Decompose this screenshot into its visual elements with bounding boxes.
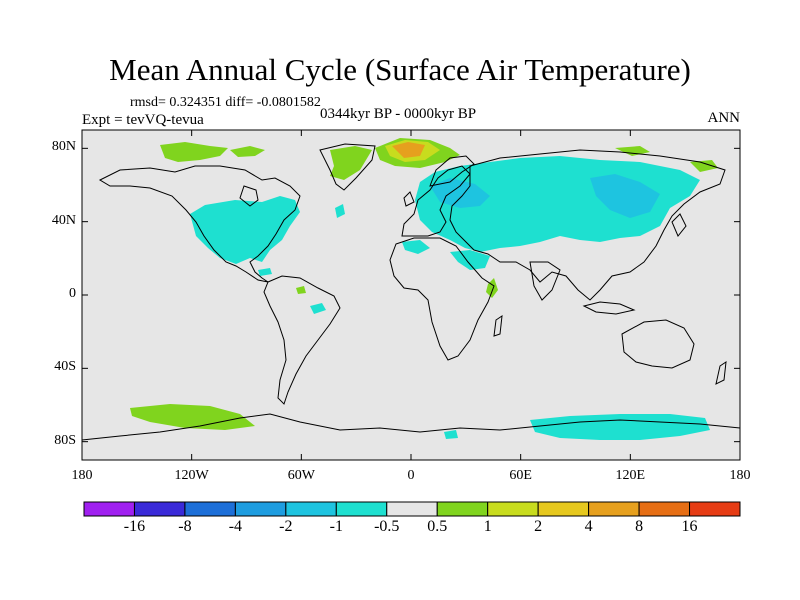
lat-tick-label: 80N <box>51 139 76 155</box>
colorbar-swatch <box>234 501 287 517</box>
colorbar-swatch <box>285 501 337 517</box>
colorbar-tick-label: 1 <box>483 518 492 535</box>
lon-tick-label: 180 <box>729 468 751 483</box>
patch-antarctica-small <box>444 430 458 439</box>
tick-marks <box>81 130 741 460</box>
patch-greenland-green <box>330 146 372 180</box>
coast-japan <box>671 213 687 237</box>
colorbar-swatch <box>689 501 741 517</box>
patch-amazon-cyan <box>310 303 326 314</box>
season-label: ANN <box>707 110 741 126</box>
colorbar-swatch <box>335 501 388 517</box>
patch-caribbean <box>258 268 272 276</box>
coast-greenland <box>319 143 376 191</box>
stats-text: rmsd= 0.324351 diff= -0.0801582 <box>130 95 321 110</box>
experiment-label: Expt = tevVQ-tevua <box>82 112 204 128</box>
coast-north-america <box>98 165 301 283</box>
colorbar-tick-label: 16 <box>681 518 698 535</box>
colorbar-tick-label: 0.5 <box>427 518 448 535</box>
coast-europe <box>401 165 471 237</box>
patch-antarctica-west-green <box>130 404 255 430</box>
colorbar-tick-label: -2 <box>279 518 293 535</box>
coast-india <box>529 261 561 301</box>
colorbar-tick-label: 2 <box>534 518 543 535</box>
lon-tick-label: 120W <box>174 468 209 483</box>
lat-tick-label: 40N <box>51 212 76 228</box>
colorbar-tick-label: -1 <box>329 518 343 535</box>
colorbar-swatch <box>386 501 438 517</box>
coast-madagascar <box>493 314 503 337</box>
patch-greenland-coast <box>335 204 345 218</box>
coast-new-zealand <box>715 360 727 385</box>
lon-tick-label: 60E <box>509 468 532 483</box>
colorbar-swatch <box>588 501 640 517</box>
patch-siberia-green-2 <box>690 160 718 172</box>
colorbar-tick-label: 4 <box>584 518 593 535</box>
patch-central-asia-blue <box>590 174 660 218</box>
patch-barents-orange <box>392 142 425 158</box>
patch-eurasia-blue <box>430 178 490 208</box>
map-title: Mean Annual Cycle (Surface Air Temperatu… <box>109 52 691 87</box>
lon-tick-label: 60W <box>287 468 315 483</box>
coast-scandinavia <box>429 155 475 187</box>
coast-uk <box>403 191 415 207</box>
coast-africa <box>389 237 495 361</box>
patch-arctic-canada <box>160 142 228 162</box>
colorbar-swatch <box>83 501 135 517</box>
colorbar-swatch <box>487 501 539 517</box>
colorbar-swatch <box>537 501 590 517</box>
colorbar-tick-label: -4 <box>228 518 243 535</box>
coast-asia <box>449 149 726 301</box>
coast-indonesia <box>582 301 636 315</box>
lon-tick-label: 180 <box>71 468 93 483</box>
patch-arctic-canada-2 <box>230 146 265 157</box>
patch-north-america <box>190 196 300 264</box>
lat-tick-label: 40S <box>54 359 76 375</box>
lon-tick-label: 120E <box>615 468 646 483</box>
coast-south-america <box>263 275 341 405</box>
colorbar-swatch <box>638 501 691 517</box>
patch-amazon-green <box>296 286 306 294</box>
colorbar-tick-label: -16 <box>123 518 146 535</box>
coast-hudson-bay <box>239 185 259 207</box>
colorbar-tick-label: -8 <box>178 518 192 535</box>
lat-tick-label: 0 <box>69 286 76 301</box>
period-label: 0344kyr BP - 0000kyr BP <box>320 106 477 122</box>
patch-africa-north <box>402 240 430 254</box>
lat-tick-label: 80S <box>54 432 76 448</box>
colorbar-swatch <box>184 501 236 517</box>
colorbar-tick-label: -0.5 <box>374 518 400 535</box>
coast-antarctica <box>81 413 741 441</box>
colorbar-swatch <box>133 501 186 517</box>
colorbar-tick-label: 8 <box>635 518 644 535</box>
coast-australia <box>621 319 695 369</box>
anomaly-patches <box>130 138 718 440</box>
patch-antarctica-east-cyan <box>530 414 710 440</box>
colorbar-swatch <box>436 501 489 517</box>
lon-tick-label: 0 <box>407 468 415 483</box>
colorbar <box>83 501 741 517</box>
patch-siberia-green <box>615 146 650 156</box>
coastlines <box>81 143 741 441</box>
patch-arabia <box>450 250 490 270</box>
